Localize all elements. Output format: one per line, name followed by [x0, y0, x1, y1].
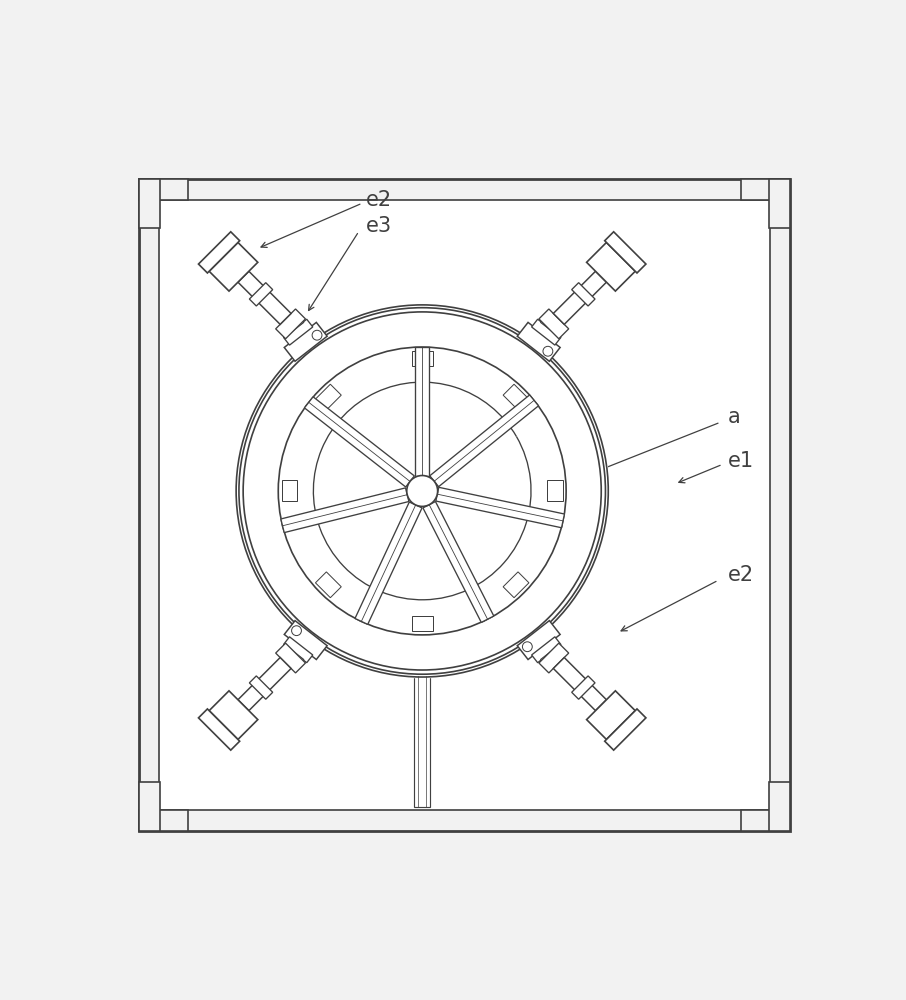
- Circle shape: [313, 330, 322, 340]
- Polygon shape: [604, 232, 646, 273]
- Polygon shape: [586, 242, 635, 291]
- Bar: [139, 179, 188, 200]
- Circle shape: [543, 346, 553, 356]
- Polygon shape: [541, 316, 563, 335]
- Polygon shape: [282, 480, 297, 501]
- Polygon shape: [355, 502, 422, 624]
- Polygon shape: [604, 709, 646, 750]
- Polygon shape: [315, 384, 342, 410]
- Polygon shape: [572, 676, 595, 699]
- Polygon shape: [503, 572, 529, 598]
- Text: e3: e3: [366, 216, 392, 236]
- Polygon shape: [554, 658, 606, 711]
- Polygon shape: [209, 242, 258, 291]
- Text: e2: e2: [728, 565, 754, 585]
- Polygon shape: [411, 351, 433, 366]
- Polygon shape: [249, 676, 273, 699]
- Bar: [139, 810, 188, 831]
- Polygon shape: [284, 322, 327, 361]
- Text: e2: e2: [366, 190, 392, 210]
- Polygon shape: [249, 283, 273, 306]
- Polygon shape: [238, 271, 291, 324]
- Polygon shape: [586, 691, 635, 739]
- Polygon shape: [554, 271, 606, 324]
- Bar: [741, 810, 790, 831]
- Polygon shape: [282, 647, 304, 666]
- Polygon shape: [275, 309, 305, 339]
- Polygon shape: [539, 309, 569, 339]
- Polygon shape: [539, 643, 569, 673]
- Polygon shape: [411, 616, 433, 631]
- Polygon shape: [517, 621, 560, 660]
- Polygon shape: [547, 480, 563, 501]
- Polygon shape: [532, 637, 561, 663]
- Polygon shape: [572, 283, 595, 306]
- Polygon shape: [284, 621, 327, 660]
- Bar: [159, 200, 770, 810]
- Polygon shape: [304, 397, 414, 487]
- Polygon shape: [284, 637, 313, 663]
- Circle shape: [292, 626, 302, 636]
- Polygon shape: [209, 691, 258, 739]
- Polygon shape: [503, 384, 529, 410]
- Polygon shape: [198, 709, 240, 750]
- Bar: [741, 179, 790, 200]
- Polygon shape: [282, 316, 304, 335]
- Text: e1: e1: [728, 451, 754, 471]
- Circle shape: [523, 642, 532, 652]
- Polygon shape: [429, 395, 538, 487]
- Polygon shape: [315, 572, 342, 598]
- Polygon shape: [275, 643, 305, 673]
- Polygon shape: [198, 232, 240, 273]
- Polygon shape: [541, 647, 563, 666]
- Polygon shape: [284, 319, 313, 345]
- Polygon shape: [436, 487, 564, 528]
- Polygon shape: [517, 322, 560, 361]
- Bar: [139, 179, 159, 228]
- Bar: [769, 782, 790, 831]
- Polygon shape: [415, 347, 429, 476]
- Polygon shape: [281, 488, 409, 533]
- Polygon shape: [423, 502, 494, 622]
- Circle shape: [235, 303, 610, 678]
- Circle shape: [407, 476, 438, 506]
- Bar: [769, 179, 790, 228]
- Text: a: a: [728, 407, 740, 427]
- Polygon shape: [238, 658, 291, 711]
- Polygon shape: [532, 319, 561, 345]
- Bar: [414, 676, 430, 807]
- Bar: [139, 782, 159, 831]
